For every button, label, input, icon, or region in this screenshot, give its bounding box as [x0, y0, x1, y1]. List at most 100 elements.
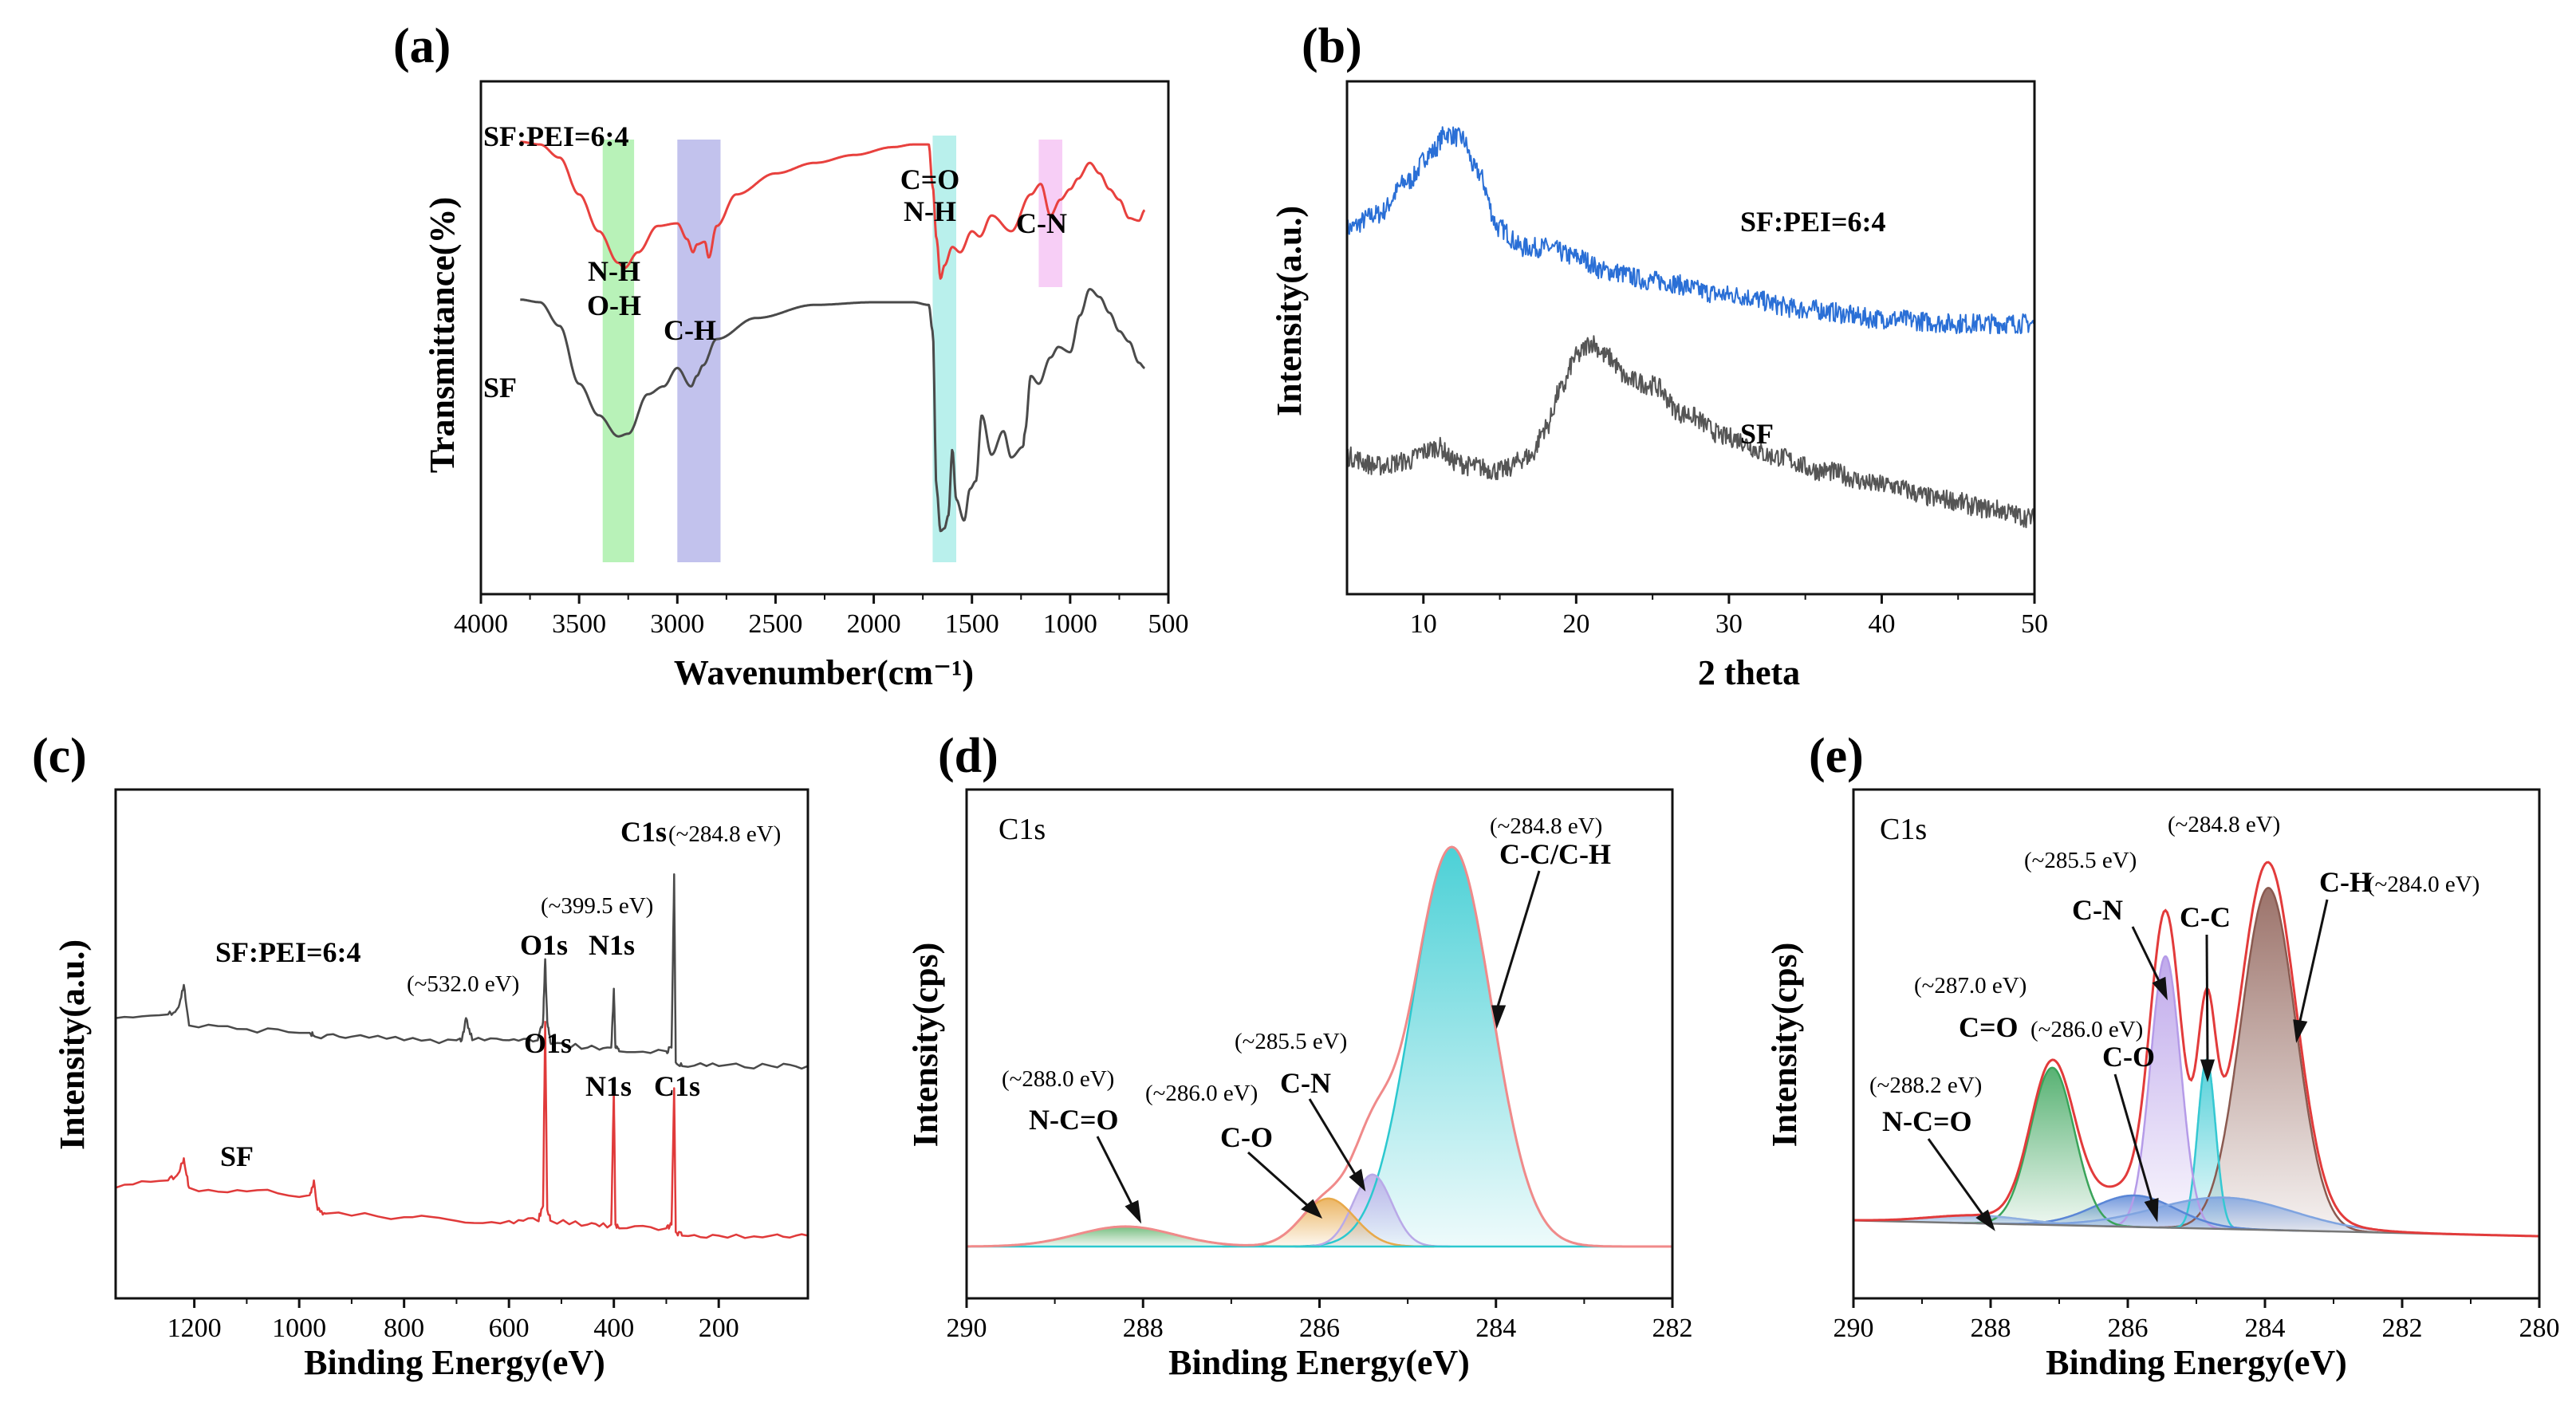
peak-energy-e-c2o: (~287.0 eV)	[1914, 973, 2027, 998]
x-tick-label-d-4: 282	[1652, 1314, 1693, 1343]
arrow-d-cc	[1496, 870, 1541, 1007]
y-axis-title-a: Transmittance(%)	[423, 197, 462, 473]
x-tick-label-e-1: 288	[1971, 1314, 2011, 1343]
x-tick-label-a-7: 500	[1148, 609, 1189, 639]
panel-label-d: (d)	[938, 729, 998, 783]
peak-label-c-n1s-top: N1s	[589, 929, 635, 961]
y-axis-title-c: Intensity(a.u.)	[53, 939, 92, 1150]
arrow-e-ch	[2298, 899, 2329, 1022]
peak-label-e-cn: C-N	[2072, 894, 2123, 926]
x-tick-label-b-0: 10	[1410, 609, 1437, 639]
x-tick-label-c-0: 1200	[167, 1314, 222, 1343]
peak-label-e-ch: C-H	[2319, 866, 2372, 898]
band-label-a-nh: N-H	[588, 255, 640, 287]
band-label-a-ch: C-H	[664, 314, 716, 346]
series-label-c-sfpei: SF:PEI=6:4	[215, 936, 361, 968]
peak-fill-e-5	[1853, 1215, 2169, 1228]
panel-label-e: (e)	[1809, 729, 1864, 783]
arrow-e-nco	[1927, 1138, 1984, 1215]
peak-label-d-cc: C-C/C-H	[1499, 838, 1611, 870]
envelope-e	[1853, 861, 2540, 1238]
peak-energy-d-ncO: (~288.0 eV)	[1002, 1066, 1114, 1092]
series-line-c-0	[115, 873, 809, 1070]
band-label-a-cn: C-N	[1016, 207, 1067, 239]
peak-energy-e-nco: (~288.2 eV)	[1869, 1073, 1982, 1098]
x-tick-label-a-6: 1000	[1043, 609, 1097, 639]
peak-fill-d-0	[1293, 847, 1611, 1247]
arrowhead-d-co	[1301, 1199, 1323, 1219]
peak-label-e-nco: N-C=O	[1882, 1105, 1972, 1137]
peak-fill-d-1	[1294, 1174, 1451, 1247]
x-axis-title-e: Binding Energy(eV)	[2046, 1343, 2347, 1382]
peak-label-d-co: C-O	[1220, 1121, 1273, 1153]
peak-label-d-cn: C-N	[1280, 1067, 1331, 1099]
arrow-d-co	[1247, 1151, 1309, 1207]
x-tick-label-c-1: 1000	[272, 1314, 326, 1343]
peak-label-d-ncO: N-C=O	[1029, 1104, 1119, 1136]
peak-energy-c-c1s: (~284.8 eV)	[668, 821, 781, 847]
peak-label-e-co: C-O	[2102, 1041, 2155, 1073]
peak-energy-c-n1s: (~399.5 eV)	[541, 893, 653, 919]
arrow-e-cc	[2205, 934, 2209, 1061]
x-tick-label-c-2: 800	[384, 1314, 424, 1343]
x-tick-label-c-5: 200	[699, 1314, 739, 1343]
band-label-a-oh: O-H	[587, 289, 641, 321]
series-label-a-sf: SF	[483, 372, 517, 404]
peak-label-c-c1s-top: C1s	[620, 816, 667, 848]
peak-label-e-c2o: C=O	[1959, 1011, 2019, 1043]
arrowhead-e-co	[2144, 1197, 2159, 1223]
plot-frame-c	[114, 788, 809, 1300]
peak-line-d-1	[1294, 1173, 1451, 1248]
peak-label-c-c1s-bottom: C1s	[654, 1070, 700, 1102]
annotation-arrows-e	[1927, 899, 2329, 1231]
x-axis-title-b: 2 theta	[1698, 653, 1800, 692]
x-axis-title-c: Binding Energy(eV)	[304, 1343, 605, 1382]
peak-energy-d-co: (~286.0 eV)	[1145, 1081, 1258, 1106]
x-tick-label-d-3: 284	[1475, 1314, 1516, 1343]
y-axis-title-b: Intensity(a.u.)	[1270, 206, 1309, 416]
peak-fill-e-0	[2158, 888, 2378, 1233]
inset-label-e: C1s	[1880, 813, 1927, 846]
peak-fill-e-2	[2105, 956, 2226, 1230]
x-tick-label-a-0: 4000	[454, 609, 508, 639]
arrowhead-d-cc	[1491, 1005, 1507, 1030]
x-tick-label-c-3: 600	[489, 1314, 530, 1343]
annotation-arrows-d	[1096, 870, 1541, 1224]
peak-energy-e-cn: (~285.5 eV)	[2024, 848, 2137, 873]
x-tick-label-e-3: 284	[2245, 1314, 2286, 1343]
peak-label-e-cc: C-C	[2180, 901, 2231, 933]
panel-label-c: (c)	[32, 729, 87, 783]
x-tick-label-d-2: 286	[1299, 1314, 1340, 1343]
series-line-a-1	[519, 288, 1145, 533]
peak-energy-e-ch: (~284.0 eV)	[2367, 872, 2479, 897]
series-line-c-1	[115, 1021, 809, 1239]
x-tick-label-d-1: 288	[1123, 1314, 1164, 1343]
peak-energy-d-cc: (~284.8 eV)	[1490, 813, 1602, 839]
panel-label-a: (a)	[393, 19, 451, 73]
x-tick-label-d-0: 290	[947, 1314, 987, 1343]
x-tick-label-b-2: 30	[1715, 609, 1743, 639]
arrowhead-d-nco	[1125, 1199, 1142, 1224]
x-tick-label-a-4: 2000	[847, 609, 901, 639]
x-tick-label-e-4: 282	[2382, 1314, 2423, 1343]
series-label-b-sf: SF	[1740, 418, 1774, 450]
peak-energy-c-o1s: (~532.0 eV)	[407, 971, 519, 997]
peak-energy-d-cn: (~285.5 eV)	[1235, 1029, 1347, 1054]
inset-label-d: C1s	[998, 813, 1046, 846]
x-tick-label-a-3: 2500	[748, 609, 802, 639]
peak-label-c-o1s-bottom: O1s	[524, 1027, 572, 1059]
series-label-b-sfpei: SF:PEI=6:4	[1740, 206, 1886, 238]
plot-frame-a	[479, 80, 1170, 596]
arrowhead-e-cn	[2152, 976, 2168, 1001]
x-tick-label-e-2: 286	[2108, 1314, 2149, 1343]
peak-fill-d-3	[967, 1227, 1320, 1247]
series-label-a-sfpei: SF:PEI=6:4	[483, 120, 629, 152]
arrow-d-nco	[1096, 1136, 1134, 1207]
plot-frame-b	[1345, 80, 2036, 596]
band-a-3	[1038, 140, 1063, 287]
arrow-e-cn	[2131, 926, 2161, 983]
x-tick-label-b-4: 50	[2021, 609, 2048, 639]
series-line-a-0	[519, 140, 1146, 280]
x-tick-label-a-1: 3500	[552, 609, 606, 639]
x-tick-label-b-1: 20	[1562, 609, 1589, 639]
